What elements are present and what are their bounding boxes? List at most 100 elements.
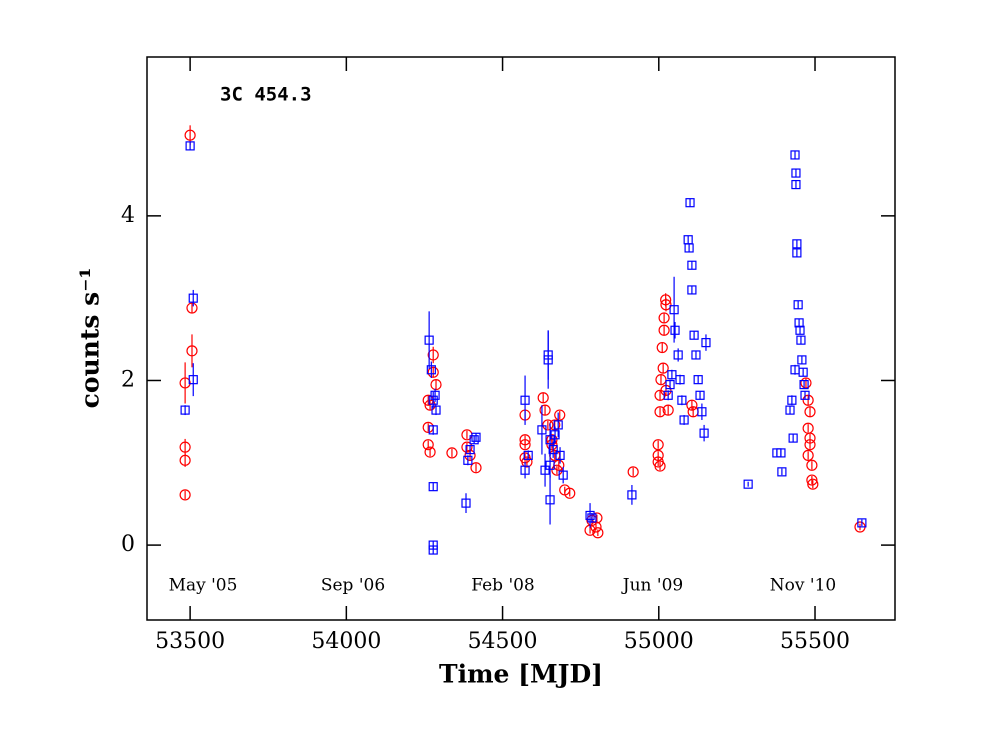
data-point — [539, 404, 551, 416]
data-point — [422, 439, 434, 451]
data-point — [670, 325, 680, 335]
data-point — [188, 375, 198, 385]
data-point — [179, 489, 191, 501]
data-point — [186, 302, 198, 314]
data-point — [188, 293, 198, 303]
x-tick-label: 53500 — [155, 629, 225, 654]
data-point — [657, 362, 669, 374]
data-point — [537, 425, 547, 435]
data-point — [427, 349, 439, 361]
data-point — [806, 474, 818, 486]
data-point — [677, 395, 687, 405]
data-point — [697, 407, 707, 417]
data-point — [662, 404, 674, 416]
x-axis-label: Time [MJD] — [439, 660, 603, 689]
data-point — [776, 448, 786, 458]
data-point — [627, 466, 639, 478]
data-point — [658, 324, 670, 336]
data-point — [186, 345, 198, 357]
data-point — [804, 432, 816, 444]
data-point — [428, 545, 438, 555]
data-point — [461, 498, 471, 508]
data-point — [798, 367, 808, 377]
data-point — [656, 341, 668, 354]
data-point — [179, 441, 191, 453]
data-point — [551, 464, 563, 476]
data-point — [699, 428, 709, 438]
data-point — [800, 377, 812, 389]
data-point — [542, 419, 554, 431]
data-point — [658, 312, 670, 324]
data-point — [179, 377, 191, 389]
data-point — [792, 248, 802, 258]
data-point — [654, 406, 666, 418]
data-point — [686, 399, 698, 411]
data-point — [540, 465, 550, 475]
x-tick-label: 54500 — [468, 629, 538, 654]
data-point — [545, 435, 555, 445]
y-tick-label: 2 — [121, 367, 135, 392]
data-point — [785, 405, 795, 415]
data-point — [791, 168, 801, 178]
data-point — [545, 460, 555, 470]
data-point — [519, 439, 531, 451]
data-point — [788, 433, 798, 443]
data-point — [689, 330, 699, 340]
data-point — [673, 350, 683, 360]
data-point — [180, 405, 190, 415]
data-point — [654, 460, 666, 472]
data-point — [550, 430, 560, 440]
data-point — [787, 395, 797, 405]
data-point — [430, 390, 440, 400]
data-point — [799, 379, 809, 390]
data-point — [555, 450, 565, 460]
data-point — [585, 510, 595, 521]
data-point — [554, 409, 566, 421]
data-point — [546, 439, 558, 451]
y-tick-label: 0 — [121, 532, 135, 557]
data-point — [655, 374, 667, 386]
data-point — [669, 305, 679, 315]
data-point — [427, 366, 439, 378]
data-point — [523, 450, 533, 460]
data-point — [685, 198, 695, 208]
data-point — [857, 518, 867, 528]
data-point — [470, 462, 482, 474]
data-point — [424, 399, 436, 411]
data-point — [185, 141, 195, 151]
data-point — [687, 260, 697, 270]
data-point — [548, 445, 558, 455]
x-tick-label: 54000 — [311, 629, 381, 654]
data-point — [564, 487, 576, 499]
data-point — [430, 378, 442, 391]
data-point — [791, 179, 801, 190]
data-point — [667, 370, 677, 380]
data-point — [777, 467, 787, 477]
data-point — [521, 456, 533, 468]
data-point — [558, 470, 568, 480]
date-annotation: Sep '06 — [321, 576, 385, 596]
data-point — [665, 379, 675, 390]
data-point — [679, 415, 689, 425]
data-point — [463, 455, 473, 465]
data-point — [793, 300, 803, 310]
data-point — [428, 482, 438, 492]
data-point — [543, 350, 553, 360]
data-point — [592, 527, 604, 539]
data-point — [587, 513, 597, 523]
data-point — [684, 243, 694, 253]
date-annotation: Feb '08 — [471, 576, 535, 596]
x-tick-label: 55000 — [624, 629, 694, 654]
date-annotation: Nov '10 — [770, 576, 836, 596]
data-point — [796, 335, 806, 345]
data-point — [691, 350, 701, 360]
data-point — [695, 390, 705, 400]
y-tick-label: 4 — [121, 203, 135, 228]
data-point — [469, 435, 479, 445]
data-point — [553, 420, 563, 430]
data-point — [545, 495, 555, 505]
data-point — [424, 446, 436, 458]
data-point — [675, 375, 685, 385]
data-point — [627, 490, 637, 500]
